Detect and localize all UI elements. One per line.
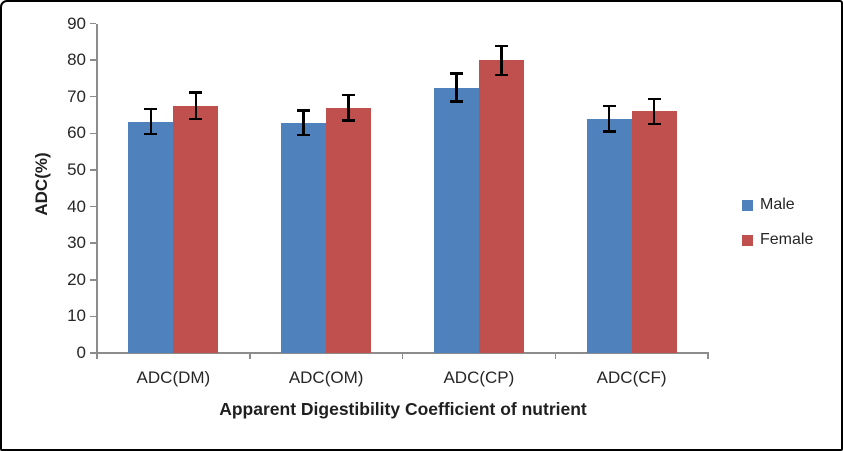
y-tick-label: 30 [67,233,86,253]
y-axis-tick [90,95,96,98]
error-bar-cap-bottom [189,117,203,121]
bar-female-adc-cp [478,60,524,353]
x-axis-tick [249,353,251,359]
y-axis-tick [90,169,96,171]
y-axis-tick [90,242,96,244]
error-bar-cap-bottom [144,132,158,136]
error-bar-cap-top [647,97,661,101]
error-bar-cap-top [342,93,356,97]
x-category-label: ADC(CF) [596,368,667,387]
error-bar [652,98,656,124]
male-legend-label: Male [760,196,795,213]
error-bar-cap-top [449,72,463,75]
error-bar-cap-top [494,44,508,48]
error-bar-cap-bottom [602,130,616,133]
error-bar [500,46,503,75]
error-bar [302,110,305,136]
x-category-label: ADC(OM) [288,368,364,387]
error-bar-cap-top [144,107,158,111]
bar-male-adc-cf [586,118,632,353]
y-axis-tick [90,205,96,208]
y-axis-tick [90,22,96,25]
y-axis-tick [90,352,96,354]
y-tick-label: 80 [67,50,86,70]
error-bar-cap-bottom [297,133,311,137]
error-bar-cap-top [297,109,311,112]
legend-item-female: Female [742,232,813,248]
y-tick-label: 60 [67,123,86,143]
error-bar-cap-top [189,91,203,94]
male-series-swatch [742,199,753,211]
bar-male-adc-cp [433,87,479,353]
error-bar-cap-bottom [449,100,463,103]
error-bar-cap-bottom [647,122,661,126]
error-bar [149,109,153,135]
x-axis-title: Apparent Digestibility Coefficient of nu… [219,399,587,419]
y-tick-label: 0 [76,343,86,362]
y-axis-tick [90,315,96,318]
bar-female-adc-om [326,107,372,353]
error-bar [607,105,611,132]
error-bar-cap-bottom [494,73,508,76]
error-bar-cap-bottom [342,119,356,122]
bar-female-adc-cf [631,111,677,353]
x-axis-tick [96,353,98,359]
x-axis-tick [707,353,709,359]
y-tick-label: 70 [67,86,86,106]
x-axis-tick [401,353,404,359]
y-tick-label: 10 [67,306,86,326]
x-category-label: ADC(DM) [136,368,211,387]
bar-male-adc-om [281,122,327,353]
bar-female-adc-dm [173,105,219,353]
legend-item-male: Male [742,197,813,213]
y-axis-line [96,23,98,354]
y-tick-label: 90 [67,13,86,33]
error-bar-cap-top [602,104,616,108]
y-tick-label: 50 [67,159,86,179]
y-axis-tick [90,279,96,281]
legend: Male Female [742,197,813,248]
y-axis-tick [90,59,96,61]
x-category-label: ADC(CP) [443,368,515,387]
female-legend-label: Female [760,231,814,248]
y-axis-tick [90,132,96,135]
error-bar [194,92,198,120]
x-axis-tick [554,353,556,359]
error-bar [347,94,350,121]
y-tick-label: 20 [67,269,86,289]
bar-male-adc-dm [128,121,174,353]
error-bar [455,73,458,102]
female-series-swatch [742,234,753,246]
y-tick-label: 40 [67,196,86,216]
